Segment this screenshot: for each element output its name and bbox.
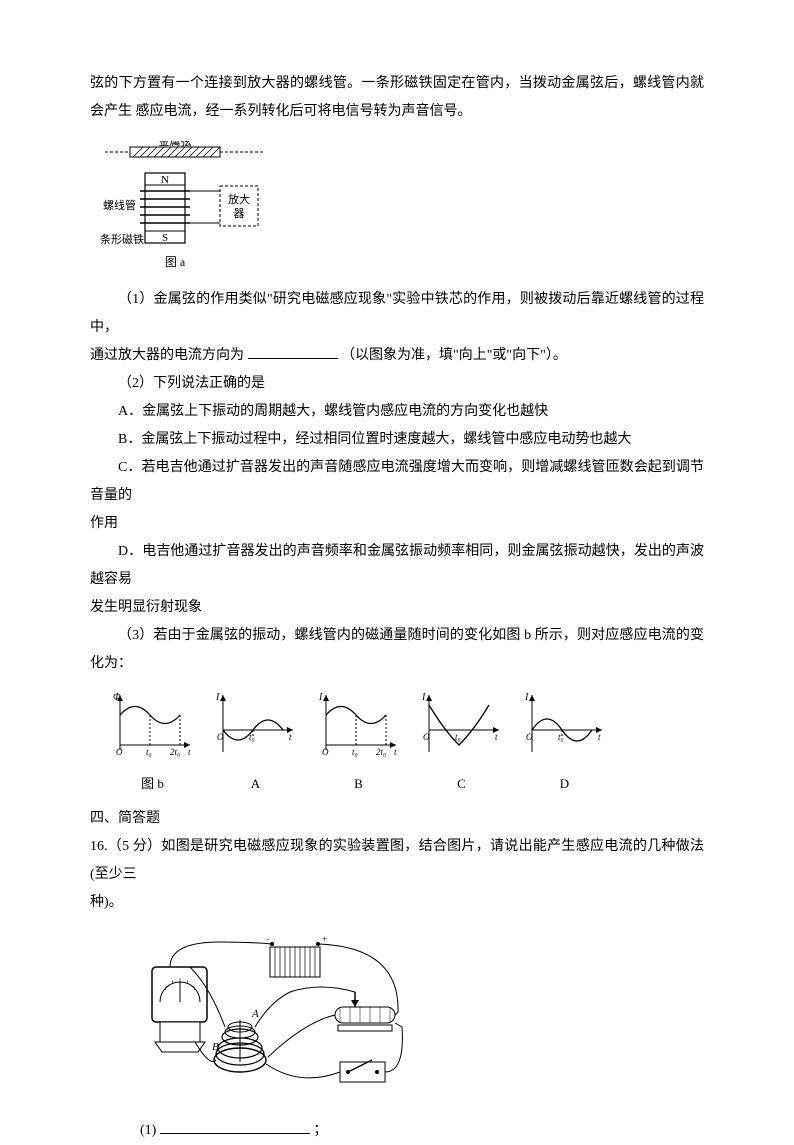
diagram-a-caption: 图 a bbox=[165, 255, 186, 269]
q3-text: （3）若由于金属弦的振动，螺线管内的磁通量随时间的变化如图 b 所示，则对应感应… bbox=[90, 622, 704, 678]
svg-text:t: t bbox=[598, 732, 601, 742]
graph-phi: Φ O t₀ 2t₀ t 图 b bbox=[110, 690, 195, 797]
svg-text:t₀: t₀ bbox=[249, 732, 255, 742]
svg-text:t: t bbox=[495, 732, 498, 742]
q16-sub1: (1) ； bbox=[140, 1117, 704, 1145]
graph-optD: I O t₀ t D bbox=[522, 690, 607, 797]
svg-text:I: I bbox=[215, 692, 220, 703]
graph-optA: I O t₀ t A bbox=[213, 690, 298, 797]
svg-text:I: I bbox=[421, 692, 426, 703]
q16-stem-b: 种)。 bbox=[90, 889, 704, 917]
graph-b-caption: 图 b bbox=[110, 771, 195, 797]
q16-sub1-prefix: (1) bbox=[140, 1123, 156, 1138]
q1-line1: （1）金属弦的作用类似"研究电磁感应现象"实验中铁芯的作用，则被拨动后靠近螺线管… bbox=[90, 286, 704, 342]
svg-text:t₀: t₀ bbox=[558, 732, 564, 742]
q1-blank[interactable] bbox=[248, 345, 338, 359]
svg-text:t₀: t₀ bbox=[455, 732, 461, 742]
graphs-row: Φ O t₀ 2t₀ t 图 b I O t₀ t A bbox=[110, 690, 704, 797]
q2-optC: C．若电吉他通过扩音器发出的声音随感应电流强度增大而变响，则增减螺线管匝数会起到… bbox=[90, 454, 704, 510]
q16-sub1-suffix: ； bbox=[313, 1123, 327, 1138]
q16-diagram: − + A B bbox=[140, 932, 420, 1102]
svg-text:t₀: t₀ bbox=[146, 747, 152, 757]
svg-text:O: O bbox=[423, 732, 430, 742]
svg-text:−: − bbox=[265, 934, 270, 944]
optD-label: D bbox=[522, 771, 607, 797]
svg-text:O: O bbox=[322, 747, 329, 757]
pole-n: N bbox=[161, 174, 169, 186]
pole-s: S bbox=[162, 232, 168, 244]
q16-stem-a: 16.（5 分）如图是研究电磁感应现象的实验装置图，结合图片，请说出能产生感应电… bbox=[90, 833, 704, 889]
svg-text:2t₀: 2t₀ bbox=[376, 747, 386, 757]
diagram-a: 金属弦 N S 螺线管 条形磁铁 放大 器 图 a bbox=[100, 141, 280, 271]
svg-text:I: I bbox=[524, 692, 529, 703]
optC-label: C bbox=[419, 771, 504, 797]
q2-optB: B．金属弦上下振动过程中，经过相同位置时速度越大，螺线管中感应电动势也越大 bbox=[90, 426, 704, 454]
svg-text:I: I bbox=[318, 692, 323, 703]
graph-optC: I O t₀ t C bbox=[419, 690, 504, 797]
optA-label: A bbox=[213, 771, 298, 797]
q16-sub1-blank[interactable] bbox=[160, 1120, 310, 1134]
intro-paragraph: 弦的下方置有一个连接到放大器的螺线管。一条形磁铁固定在管内，当拨动金属弦后，螺线… bbox=[90, 70, 704, 126]
amp-label-1: 放大 bbox=[228, 192, 250, 206]
svg-text:O: O bbox=[217, 732, 224, 742]
svg-text:Φ: Φ bbox=[113, 692, 121, 703]
svg-text:B: B bbox=[212, 1041, 219, 1053]
intro-line2: 感应电流，经一系列转化后可将电信号转为声音信号。 bbox=[136, 104, 472, 119]
graph-optB: I O t₀ 2t₀ t B bbox=[316, 690, 401, 797]
section-4-title: 四、简答题 bbox=[90, 805, 704, 833]
q2-optD-cont: 发生明显衍射现象 bbox=[90, 594, 704, 622]
q2-stem: （2）下列说法正确的是 bbox=[90, 370, 704, 398]
coil-label: 螺线管 bbox=[103, 198, 136, 212]
q1-line2: 通过放大器的电流方向为 （以图象为准，填"向上"或"向下"）。 bbox=[90, 342, 704, 370]
magnet-label: 条形磁铁 bbox=[100, 232, 144, 246]
svg-text:t: t bbox=[289, 732, 292, 742]
q2-optD: D．电吉他通过扩音器发出的声音频率和金属弦振动频率相同，则金属弦振动越快，发出的… bbox=[90, 538, 704, 594]
svg-text:t₀: t₀ bbox=[352, 747, 358, 757]
svg-text:A: A bbox=[251, 1008, 259, 1020]
svg-text:2t₀: 2t₀ bbox=[170, 747, 180, 757]
string-label: 金属弦 bbox=[159, 141, 192, 148]
q2-optC-cont: 作用 bbox=[90, 510, 704, 538]
svg-text:t: t bbox=[394, 747, 397, 757]
svg-text:+: + bbox=[322, 934, 327, 944]
optB-label: B bbox=[316, 771, 401, 797]
amp-label-2: 器 bbox=[234, 207, 245, 220]
svg-text:O: O bbox=[116, 747, 123, 757]
svg-text:O: O bbox=[526, 732, 533, 742]
svg-text:t: t bbox=[188, 747, 191, 757]
q2-optA: A．金属弦上下振动的周期越大，螺线管内感应电流的方向变化也越快 bbox=[90, 398, 704, 426]
